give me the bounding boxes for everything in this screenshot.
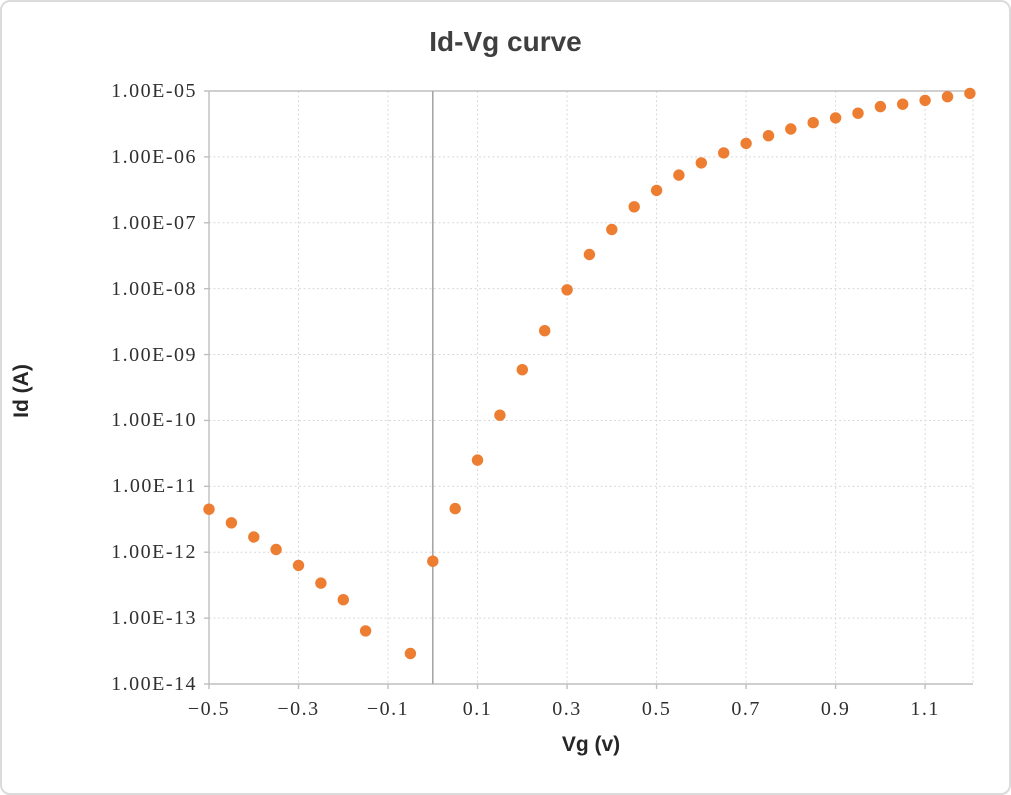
data-point [941,91,954,103]
data-point [561,284,573,296]
data-point [337,594,349,606]
data-point [404,647,417,660]
data-point [718,147,730,159]
x-tick-label: 0.9 [820,698,851,720]
data-point [270,543,282,556]
data-point [874,100,887,113]
y-tick-label: 1.00E-07 [111,211,197,234]
data-point [695,157,707,169]
data-point [852,107,864,119]
data-point [292,559,305,572]
x-tick-label: −0.1 [366,698,410,720]
data-point [359,625,372,637]
data-point [494,409,506,421]
data-point [740,137,752,150]
data-point [829,112,842,124]
x-tick-label: −0.3 [277,698,320,720]
data-point [427,555,439,567]
x-tick-label: 0.7 [731,698,761,720]
x-tick-label: −0.5 [187,698,231,720]
y-tick-label: 1.00E-11 [111,475,197,498]
data-point [583,248,596,261]
y-tick-label: 1.00E-05 [111,80,197,102]
y-tick-label: 1.00E-06 [111,145,197,168]
data-point [516,364,528,376]
x-axis-title: Vg (v) [561,733,621,756]
data-point [785,123,797,135]
data-point [539,325,551,337]
x-tick-label: 0.3 [552,698,582,720]
x-tick-label: 0.5 [641,698,672,720]
x-tick-label: 1.1 [910,698,940,720]
data-point [471,454,484,466]
data-point [225,517,238,529]
y-tick-label: 1.00E-09 [111,343,197,366]
y-tick-label: 1.00E-08 [111,277,197,300]
data-point [203,503,215,515]
data-point [897,98,909,110]
data-point [964,87,976,100]
chart-title: Id-Vg curve [429,26,582,57]
data-point [248,531,260,543]
y-tick-label: 1.00E-14 [111,673,197,695]
data-point [762,130,775,142]
data-point [673,169,685,181]
data-point [449,502,461,515]
data-point [628,201,640,213]
y-tick-label: 1.00E-10 [111,409,197,432]
data-point [807,117,819,129]
y-tick-label: 1.00E-12 [111,541,197,564]
data-point [606,223,618,236]
data-point [650,184,663,197]
data-point [315,577,327,589]
data-point [919,94,931,107]
y-tick-label: 1.00E-13 [111,607,197,630]
x-tick-label: 0.1 [462,698,493,720]
